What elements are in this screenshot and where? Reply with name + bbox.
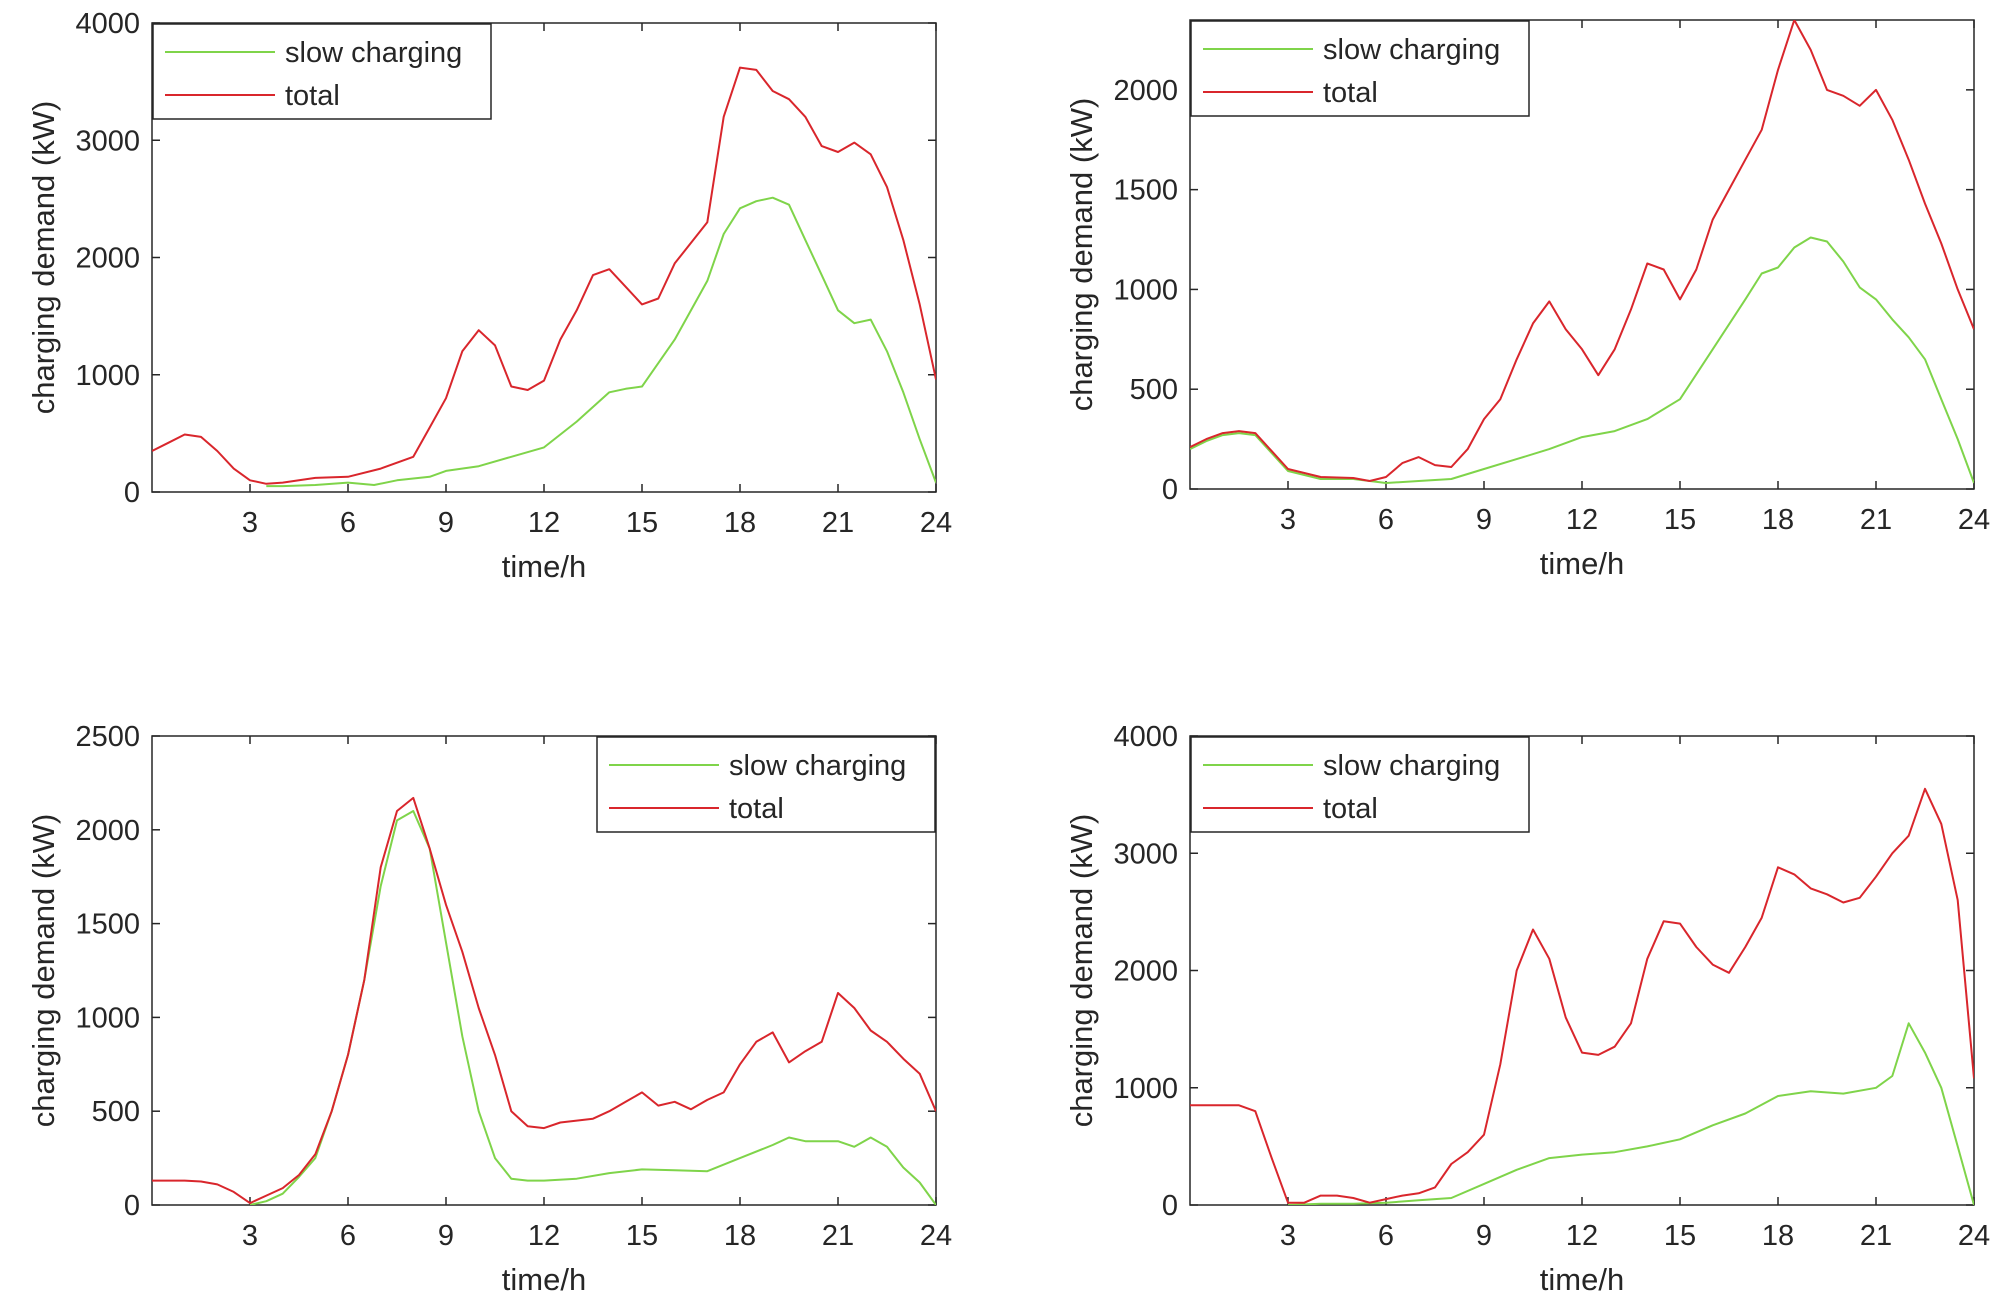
y-tick-label: 1500 xyxy=(1113,175,1178,207)
series-line-slow-charging xyxy=(1190,236,1974,484)
y-tick-label: 4000 xyxy=(75,8,140,40)
x-tick-label: 3 xyxy=(242,507,258,539)
y-tick-label: 0 xyxy=(1162,474,1178,506)
y-axis-label: charging demand (kW) xyxy=(26,814,61,1128)
x-tick-label: 6 xyxy=(340,1220,356,1252)
x-tick-label: 24 xyxy=(1958,1220,1990,1252)
x-tick-label: 9 xyxy=(438,507,454,539)
x-tick-label: 24 xyxy=(920,1220,952,1252)
x-tick-label: 18 xyxy=(1762,1220,1794,1252)
x-tick-label: 21 xyxy=(822,507,854,539)
x-axis-label: time/h xyxy=(502,549,586,584)
x-axis-label: time/h xyxy=(1540,546,1624,581)
x-tick-label: 12 xyxy=(1566,1220,1598,1252)
series-line-total xyxy=(152,796,936,1205)
legend-label: total xyxy=(1323,77,1378,109)
x-axis-label: time/h xyxy=(502,1262,586,1297)
x-tick-label: 3 xyxy=(1280,504,1296,536)
y-tick-label: 2500 xyxy=(75,721,140,753)
legend-box xyxy=(152,23,492,120)
y-tick-label: 2000 xyxy=(75,243,140,275)
y-tick-label: 3000 xyxy=(1113,838,1178,870)
x-tick-label: 24 xyxy=(1958,504,1990,536)
x-tick-label: 15 xyxy=(1664,1220,1696,1252)
y-tick-label: 1000 xyxy=(75,360,140,392)
series-line-total xyxy=(1190,787,1974,1204)
y-tick-label: 2000 xyxy=(1113,75,1178,107)
y-tick-label: 4000 xyxy=(1113,721,1178,753)
y-tick-label: 1000 xyxy=(75,1002,140,1034)
x-tick-label: 12 xyxy=(1566,504,1598,536)
chart-panel-1: 3 6 9 12 15 18 21 24 0 1000 2000 3000 4000 time/h char… xyxy=(26,8,952,584)
legend-box xyxy=(596,736,936,833)
series-line-total xyxy=(152,66,936,485)
y-tick-label: 0 xyxy=(124,1190,140,1222)
x-tick-label: 12 xyxy=(528,1220,560,1252)
legend-box xyxy=(1190,20,1530,117)
x-tick-label: 6 xyxy=(1378,504,1394,536)
legend-label: total xyxy=(1323,793,1378,825)
x-tick-label: 6 xyxy=(340,507,356,539)
x-tick-label: 9 xyxy=(1476,1220,1492,1252)
legend: slow charging total xyxy=(596,736,936,833)
y-axis-label: charging demand (kW) xyxy=(1064,98,1099,412)
chart-panel-2: 3 6 9 12 15 18 21 24 0 500 1000 1500 2000 time/h charg… xyxy=(1064,19,1990,581)
y-axis-label: charging demand (kW) xyxy=(26,101,61,415)
x-tick-label: 18 xyxy=(724,1220,756,1252)
x-tick-label: 9 xyxy=(1476,504,1492,536)
y-tick-label: 2000 xyxy=(1113,956,1178,988)
y-tick-label: 0 xyxy=(1162,1190,1178,1222)
legend: slow charging total xyxy=(1190,736,1530,833)
series-line-slow-charging xyxy=(266,196,936,488)
x-tick-label: 18 xyxy=(1762,504,1794,536)
chart-panel-4: 3 6 9 12 15 18 21 24 0 1000 2000 3000 4000 time/h char… xyxy=(1064,721,1990,1297)
x-tick-label: 21 xyxy=(1860,1220,1892,1252)
y-tick-label: 1000 xyxy=(1113,274,1178,306)
y-tick-label: 3000 xyxy=(75,125,140,157)
x-tick-label: 15 xyxy=(626,1220,658,1252)
x-tick-label: 21 xyxy=(822,1220,854,1252)
y-tick-label: 1000 xyxy=(1113,1073,1178,1105)
x-tick-label: 18 xyxy=(724,507,756,539)
x-tick-label: 24 xyxy=(920,507,952,539)
legend: slow charging total xyxy=(152,23,492,120)
x-tick-label: 6 xyxy=(1378,1220,1394,1252)
legend-label: slow charging xyxy=(285,37,462,69)
legend: slow charging total xyxy=(1190,20,1530,117)
legend-label: total xyxy=(285,80,340,112)
x-tick-label: 21 xyxy=(1860,504,1892,536)
series-line-total xyxy=(1190,20,1974,482)
x-tick-label: 9 xyxy=(438,1220,454,1252)
legend-label: total xyxy=(729,793,784,825)
y-tick-label: 2000 xyxy=(75,815,140,847)
y-tick-label: 500 xyxy=(1130,374,1178,406)
legend-label: slow charging xyxy=(1323,750,1500,782)
chart-panel-3: 3 6 9 12 15 18 21 24 0 500 1000 1500 2000 2500 time/h c… xyxy=(26,721,952,1297)
y-tick-label: 1500 xyxy=(75,909,140,941)
y-axis-label: charging demand (kW) xyxy=(1064,814,1099,1128)
series-line-slow-charging xyxy=(1287,1022,1974,1205)
x-tick-label: 12 xyxy=(528,507,560,539)
legend-box xyxy=(1190,736,1530,833)
legend-label: slow charging xyxy=(1323,34,1500,66)
x-tick-label: 15 xyxy=(1664,504,1696,536)
x-tick-label: 15 xyxy=(626,507,658,539)
y-tick-label: 0 xyxy=(124,477,140,509)
x-tick-label: 3 xyxy=(242,1220,258,1252)
x-tick-label: 3 xyxy=(1280,1220,1296,1252)
y-tick-label: 500 xyxy=(92,1096,140,1128)
legend-label: slow charging xyxy=(729,750,906,782)
x-axis-label: time/h xyxy=(1540,1262,1624,1297)
